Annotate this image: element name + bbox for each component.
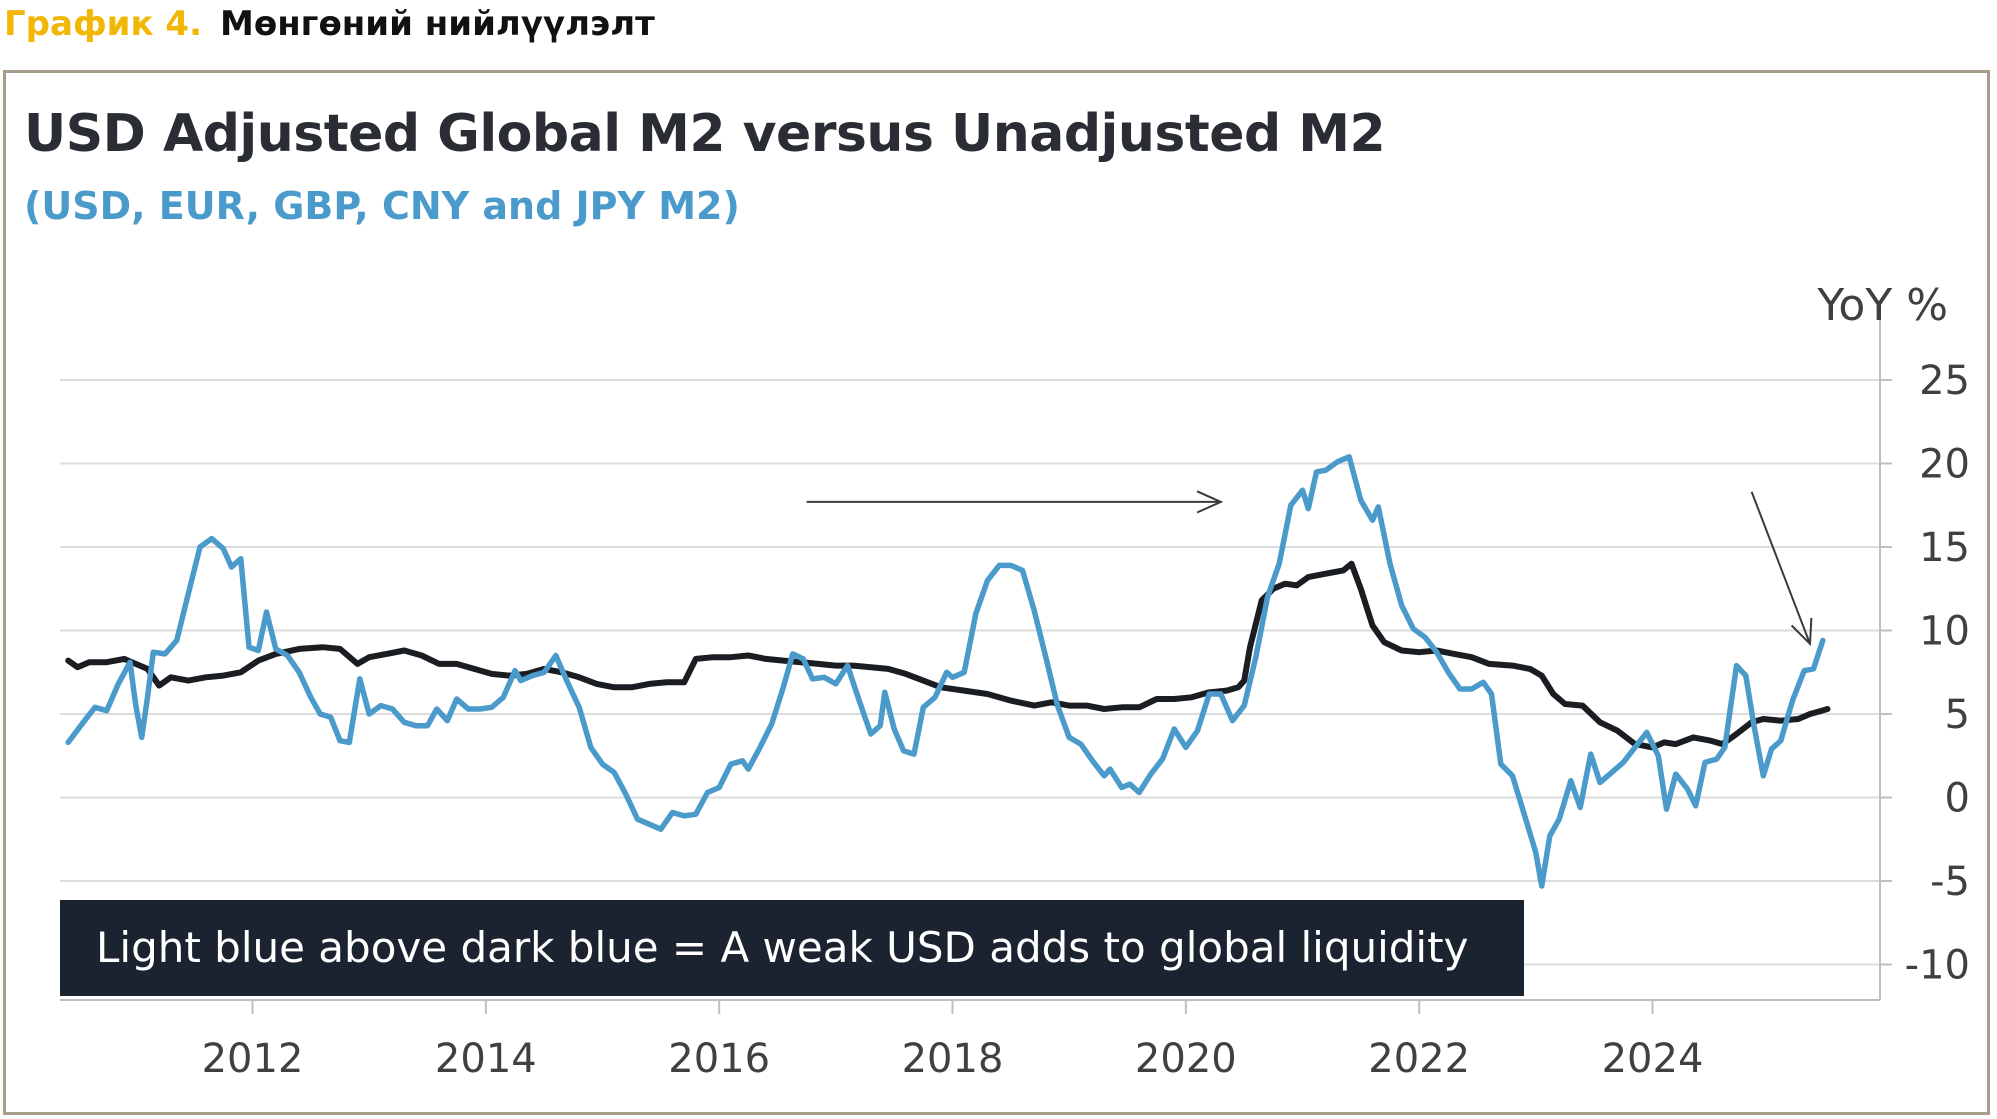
x-tick-label: 2014 [435, 1036, 537, 1082]
arrow-horizontal [806, 490, 1224, 514]
grid-lines [60, 379, 1880, 966]
y-axis-ticks: 25 20 15 10 5 0 -5 -10 [1880, 358, 1970, 989]
arrow-diagonal-shaft [1750, 491, 1811, 645]
y-tick-label: 10 [1919, 609, 1970, 655]
y-tick-label: 20 [1919, 442, 1970, 488]
annotation-box: Light blue above dark blue = A weak USD … [60, 900, 1524, 996]
arrow-diagonal [1750, 491, 1813, 647]
y-tick-label: -10 [1905, 943, 1970, 989]
arrow-horizontal-head [1196, 490, 1224, 514]
series-lines [65, 454, 1831, 889]
x-tick-label: 2016 [668, 1036, 770, 1082]
x-tick-label: 2022 [1368, 1036, 1470, 1082]
x-tick-label: 2018 [902, 1036, 1004, 1082]
x-tick-label: 2012 [202, 1036, 304, 1082]
figure-number: График 4. [4, 4, 202, 44]
annotation-text: Light blue above dark blue = A weak USD … [96, 923, 1469, 972]
series-line-unadjusted [65, 560, 1831, 751]
chart-title: USD Adjusted Global M2 versus Unadjusted… [24, 104, 1386, 164]
y-tick-label: 15 [1919, 525, 1970, 571]
x-axis-ticks: 2012 2014 2016 2018 2020 2022 2024 [202, 1000, 1704, 1082]
annotation-arrows [806, 490, 1813, 647]
chart-subtitle: (USD, EUR, GBP, CNY and JPY M2) [24, 184, 740, 228]
arrow-diagonal-head [1790, 617, 1813, 647]
x-tick-label: 2024 [1602, 1036, 1704, 1082]
figure-caption: График 4. Мөнгөний нийлүүлэлт [4, 4, 655, 44]
y-tick-label: 0 [1945, 776, 1970, 822]
x-tick-label: 2020 [1135, 1036, 1237, 1082]
y-axis-unit-label: YoY % [1816, 280, 1948, 331]
figure-name: Мөнгөний нийлүүлэлт [220, 4, 655, 44]
y-tick-label: -5 [1930, 859, 1970, 905]
y-tick-label: 25 [1919, 358, 1970, 404]
y-tick-label: 5 [1945, 692, 1970, 738]
series-line-usd-adjusted [65, 454, 1826, 889]
axes [60, 318, 1881, 1001]
